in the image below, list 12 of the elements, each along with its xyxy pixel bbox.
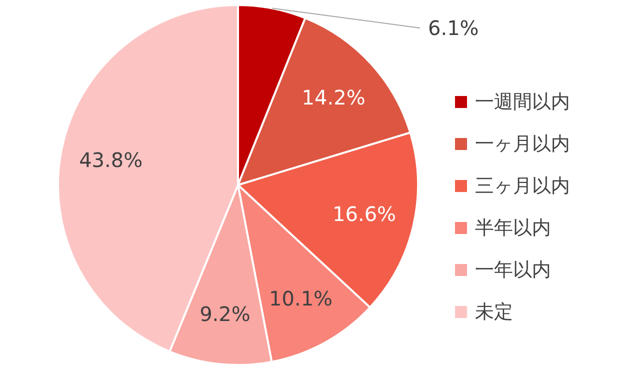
legend-label: 未定 (475, 301, 513, 323)
legend-label: 一ヶ月以内 (475, 133, 570, 155)
legend-label: 一週間以内 (475, 91, 570, 113)
data-label: 16.6% (332, 202, 396, 226)
data-label: 6.1% (428, 16, 479, 40)
data-label: 9.2% (200, 302, 250, 326)
data-label: 43.8% (79, 148, 143, 172)
legend-label: 三ヶ月以内 (475, 175, 570, 197)
legend-label: 半年以内 (475, 217, 551, 239)
data-label: 10.1% (269, 286, 333, 310)
legend-label: 一年以内 (475, 259, 551, 281)
data-label: 14.2% (302, 85, 366, 110)
